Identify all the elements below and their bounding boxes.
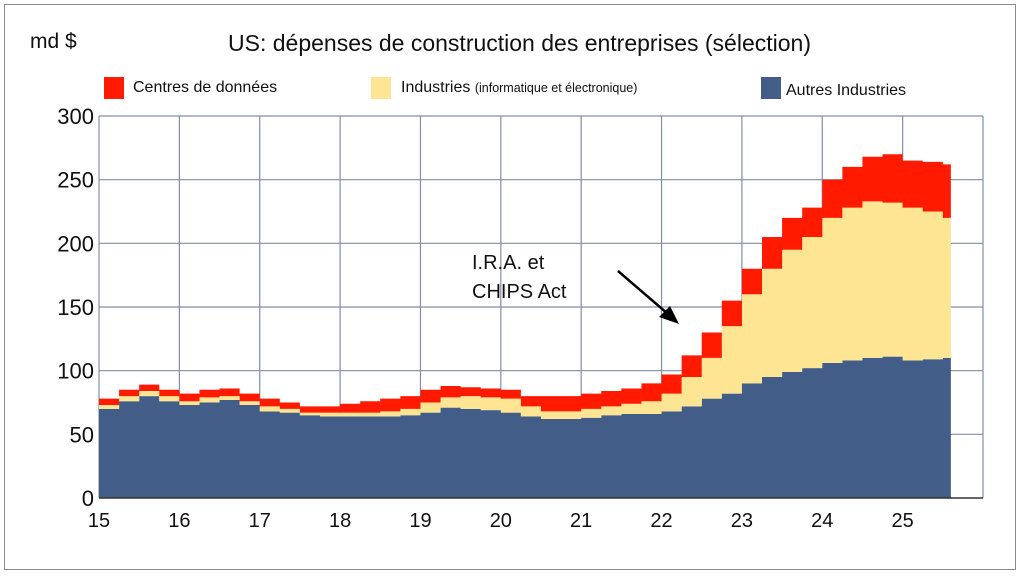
axes: 0 50 100 150 200 250 300 15 16 17 18 19 20 21 22 23 24 25 xyxy=(57,104,983,532)
legend-label-industries-name: Industries xyxy=(401,79,470,96)
x-tick-label: 24 xyxy=(811,510,833,532)
legend: Centres de données Industries (informati… xyxy=(104,77,906,99)
annotation-line-2: CHIPS Act xyxy=(472,281,567,303)
area-data-centers xyxy=(99,154,951,413)
x-tick-label: 17 xyxy=(249,510,271,532)
x-tick-label: 22 xyxy=(650,510,672,532)
x-tick-label: 23 xyxy=(731,510,753,532)
x-tick-label: 19 xyxy=(409,510,431,532)
y-tick-label: 0 xyxy=(82,486,94,511)
legend-swatch-other-industries xyxy=(761,77,781,99)
x-tick-label: 16 xyxy=(168,510,190,532)
x-tick-label: 21 xyxy=(570,510,592,532)
y-tick-label: 200 xyxy=(57,231,94,256)
annotation-arrow-head xyxy=(659,306,679,324)
y-tick-label: 250 xyxy=(57,168,94,193)
x-tick-label: 18 xyxy=(329,510,351,532)
stacked-areas xyxy=(99,154,951,498)
x-tick-label: 25 xyxy=(892,510,914,532)
legend-swatch-data-centers xyxy=(104,77,124,99)
annotation-arrow-shaft xyxy=(617,270,669,315)
area-other-industries xyxy=(99,356,951,498)
area-industries xyxy=(99,201,951,420)
legend-label-industries: Industries (informatique et électronique… xyxy=(401,79,637,96)
annotation-line-1: I.R.A. et xyxy=(472,252,545,274)
annotation: I.R.A. et CHIPS Act xyxy=(472,252,679,324)
y-unit-label: md $ xyxy=(30,30,77,53)
legend-label-other-industries: Autres Industries xyxy=(786,82,906,99)
y-tick-label: 50 xyxy=(70,422,94,447)
x-tick-label: 15 xyxy=(88,510,110,532)
legend-label-data-centers: Centres de données xyxy=(133,79,277,96)
y-tick-label: 150 xyxy=(57,295,94,320)
chart-frame xyxy=(4,4,1016,570)
legend-swatch-industries xyxy=(371,77,391,99)
y-tick-label: 300 xyxy=(57,104,94,129)
chart-title: US: dépenses de construction des entrepr… xyxy=(228,30,811,56)
legend-label-industries-suffix: (informatique et électronique) xyxy=(475,81,638,95)
x-tick-label: 20 xyxy=(490,510,512,532)
y-tick-label: 100 xyxy=(57,359,94,384)
